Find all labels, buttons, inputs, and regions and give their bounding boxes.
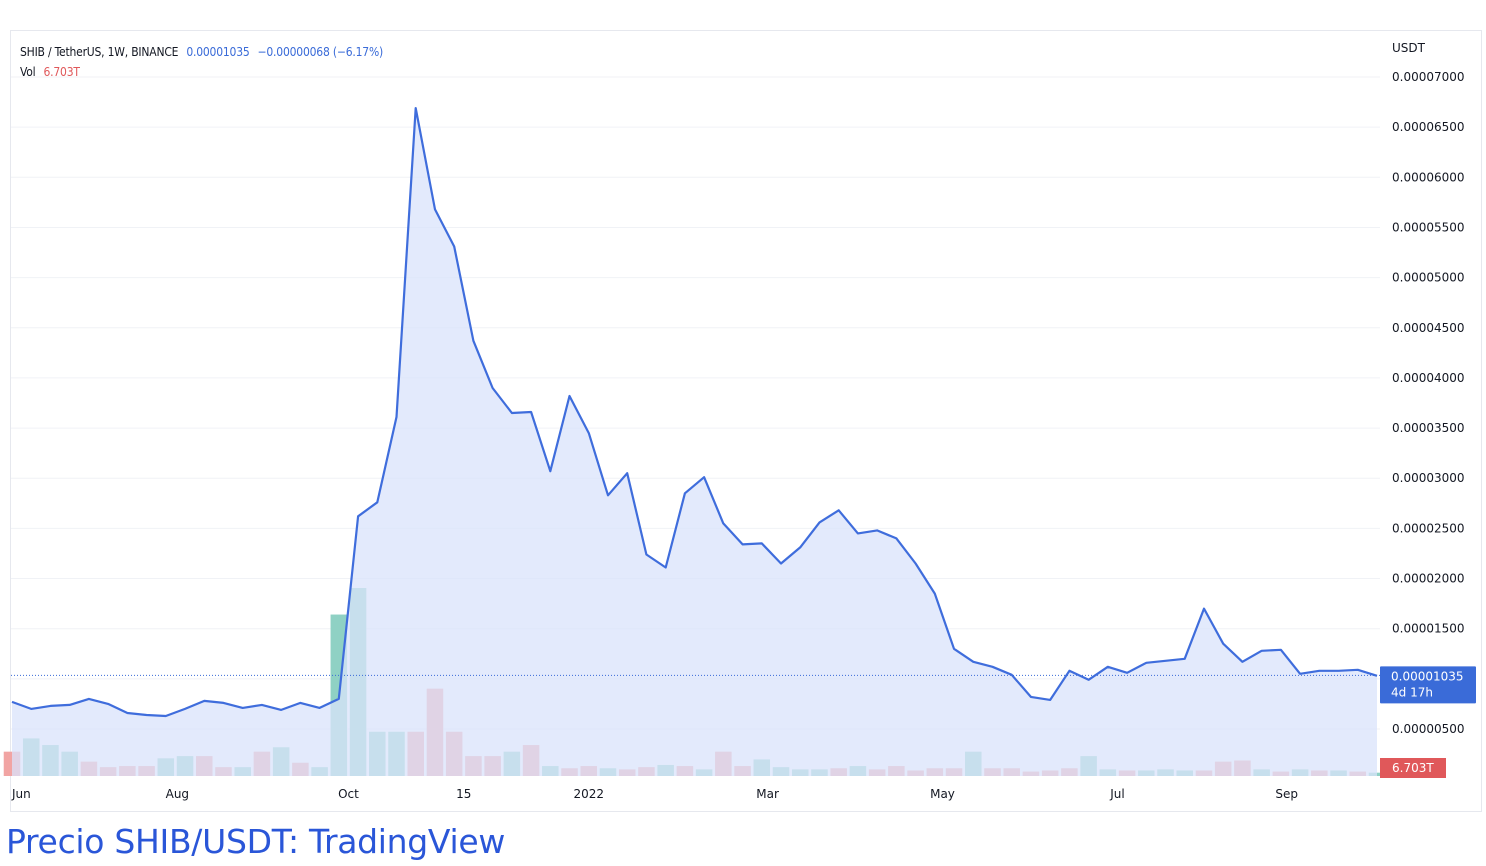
volume-label[interactable]: Vol: [20, 65, 36, 79]
x-tick-label: Sep: [1275, 787, 1298, 801]
last-price: 0.00001035: [186, 45, 250, 59]
price-area: [12, 108, 1377, 777]
x-tick-label: 2022: [573, 787, 604, 801]
x-tick-label: Jun: [11, 787, 31, 801]
x-axis: Jun Aug Oct 15 2022 Mar May Jul Sep: [11, 787, 1298, 801]
symbol-label[interactable]: SHIB / TetherUS, 1W, BINANCE: [20, 45, 179, 59]
y-tick-label: 0.00001500: [1392, 622, 1465, 636]
y-tick-label: 0.00006500: [1392, 120, 1465, 134]
y-tick-label: 0.00005500: [1392, 220, 1465, 234]
caption-link[interactable]: Precio SHIB/USDT: TradingView: [6, 822, 506, 861]
price-change: −0.00000068 (−6.17%): [257, 45, 384, 59]
y-tick-label: 0.00000500: [1392, 722, 1465, 736]
countdown-label: 4d 17h: [1391, 685, 1433, 699]
x-tick-label: Oct: [338, 787, 359, 801]
y-tick-label: 0.00004500: [1392, 321, 1465, 335]
last-volume-tag-value: 6.703T: [1392, 761, 1434, 775]
y-tick-label: 0.00004000: [1392, 371, 1465, 385]
x-tick-label: Mar: [756, 787, 779, 801]
last-price-tag-bg: [1380, 666, 1476, 704]
y-tick-label: 0.00002500: [1392, 521, 1465, 535]
y-tick-label: 0.00005000: [1392, 271, 1465, 285]
volume-value: 6.703T: [43, 65, 80, 79]
y-axis: 0.000005000.000010000.000015000.00002000…: [1392, 70, 1465, 736]
chart-legend: SHIB / TetherUS, 1W, BINANCE 0.00001035 …: [20, 42, 383, 82]
y-tick-label: 0.00006000: [1392, 170, 1465, 184]
last-price-tag: 0.00001035 4d 17h: [1380, 666, 1476, 704]
last-volume-tag: 6.703T: [1380, 758, 1446, 778]
x-tick-label: Aug: [166, 787, 189, 801]
y-tick-label: 0.00003000: [1392, 471, 1465, 485]
price-line: [11, 107, 1378, 718]
y-tick-label: 0.00003500: [1392, 421, 1465, 435]
x-tick-label: May: [930, 787, 955, 801]
y-tick-label: 0.00002000: [1392, 572, 1465, 586]
last-price-tag-value: 0.00001035: [1391, 669, 1464, 683]
last-volume-tag-bg: [1380, 758, 1446, 778]
currency-label: USDT: [1392, 41, 1426, 55]
y-tick-label: 0.00007000: [1392, 70, 1465, 84]
x-tick-label: Jul: [1109, 787, 1124, 801]
x-tick-label: 15: [456, 787, 471, 801]
